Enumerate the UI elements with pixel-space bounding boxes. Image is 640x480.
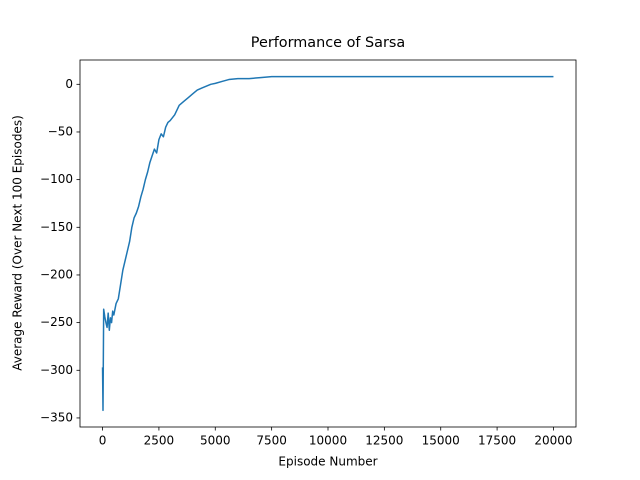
x-tick-label: 20000 bbox=[534, 434, 572, 448]
x-axis-label: Episode Number bbox=[278, 455, 377, 469]
y-tick-label: −100 bbox=[40, 172, 73, 186]
y-axis-label: Average Reward (Over Next 100 Episodes) bbox=[11, 115, 25, 371]
y-tick-label: 0 bbox=[65, 77, 73, 91]
x-tick-label: 5000 bbox=[200, 434, 231, 448]
x-tick-label: 2500 bbox=[144, 434, 175, 448]
y-tick-label: −50 bbox=[48, 124, 73, 138]
data-line bbox=[101, 75, 554, 412]
x-tick-label: 15000 bbox=[422, 434, 460, 448]
y-tick-label: −250 bbox=[40, 315, 73, 329]
x-tick-label: 10000 bbox=[309, 434, 347, 448]
x-tick-label: 17500 bbox=[478, 434, 516, 448]
y-tick-label: −200 bbox=[40, 267, 73, 281]
y-tick-label: −300 bbox=[40, 363, 73, 377]
y-tick-label: −350 bbox=[40, 410, 73, 424]
x-tick-label: 0 bbox=[99, 434, 107, 448]
x-tick-label: 7500 bbox=[256, 434, 287, 448]
y-tick-label: −150 bbox=[40, 220, 73, 234]
x-tick-label: 12500 bbox=[365, 434, 403, 448]
chart-title: Performance of Sarsa bbox=[251, 35, 405, 51]
